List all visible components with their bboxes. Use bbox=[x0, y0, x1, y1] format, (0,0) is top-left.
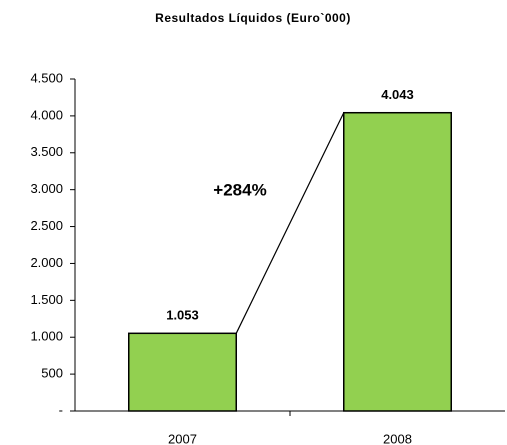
value-label: 1.053 bbox=[166, 308, 199, 323]
x-tick-label: 2008 bbox=[383, 431, 412, 445]
y-tick-label: 4.000 bbox=[30, 107, 63, 122]
bar bbox=[343, 111, 452, 412]
change-line bbox=[235, 112, 345, 334]
bar bbox=[128, 332, 237, 412]
y-tick-label: 3.500 bbox=[30, 144, 63, 159]
y-tick-label: 4.500 bbox=[30, 70, 63, 85]
y-tick-label: 3.000 bbox=[30, 181, 63, 196]
y-tick-label: 2.500 bbox=[30, 218, 63, 233]
chart-title: Resultados Líquidos (Euro`000) bbox=[155, 11, 351, 25]
y-tick-label: 2.000 bbox=[30, 255, 63, 270]
y-tick-label: 500 bbox=[41, 366, 63, 381]
value-label: 4.043 bbox=[381, 87, 414, 102]
x-tick-label: 2007 bbox=[168, 431, 197, 445]
y-tick-label: 1.000 bbox=[30, 329, 63, 344]
annotation: +284% bbox=[213, 180, 266, 199]
y-tick-label: - bbox=[59, 402, 63, 417]
y-tick-label: 1.500 bbox=[30, 292, 63, 307]
